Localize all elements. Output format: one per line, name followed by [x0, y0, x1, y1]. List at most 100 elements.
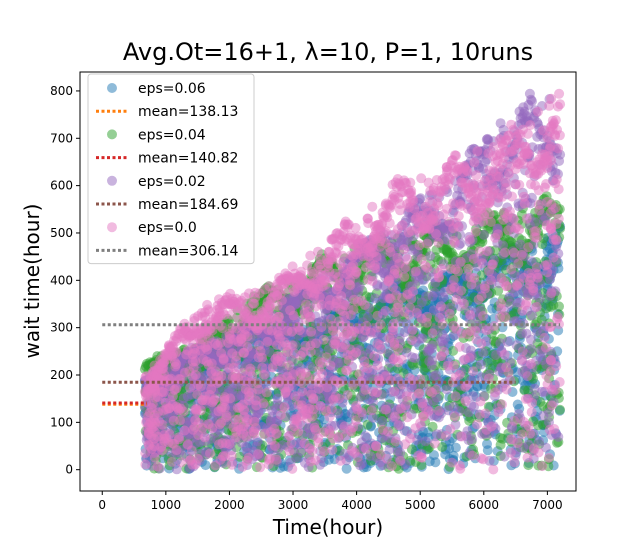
- scatter-point: [490, 387, 501, 398]
- scatter-point: [267, 405, 278, 416]
- scatter-point: [523, 242, 534, 253]
- scatter-point: [380, 305, 391, 316]
- scatter-point: [421, 291, 431, 302]
- scatter-point: [401, 347, 412, 358]
- scatter-point: [553, 184, 564, 195]
- scatter-point: [384, 444, 395, 455]
- scatter-point: [534, 436, 545, 447]
- scatter-point: [512, 297, 523, 308]
- scatter-point: [510, 179, 521, 190]
- scatter-point: [362, 419, 373, 430]
- scatter-point: [546, 400, 557, 411]
- scatter-point: [417, 333, 428, 344]
- scatter-point: [399, 244, 409, 255]
- scatter-point: [506, 264, 517, 275]
- scatter-point: [407, 375, 418, 385]
- scatter-point: [517, 346, 528, 357]
- scatter-point: [480, 283, 490, 294]
- scatter-point: [501, 384, 512, 395]
- scatter-point: [335, 357, 345, 368]
- scatter-point: [407, 324, 418, 335]
- scatter-point: [427, 421, 438, 432]
- scatter-point: [517, 328, 528, 339]
- scatter-point: [294, 325, 305, 336]
- scatter-point: [388, 325, 399, 336]
- scatter-point: [523, 460, 534, 471]
- scatter-point: [389, 229, 400, 240]
- scatter-point: [454, 369, 465, 380]
- scatter-point: [416, 460, 427, 470]
- scatter-point: [434, 405, 444, 416]
- scatter-point: [480, 156, 491, 167]
- scatter-point: [509, 415, 520, 426]
- scatter-point: [377, 416, 388, 426]
- scatter-point: [482, 445, 493, 456]
- scatter-point: [313, 246, 323, 257]
- scatter-point: [322, 382, 333, 393]
- scatter-point: [495, 439, 506, 450]
- scatter-point: [294, 376, 305, 387]
- scatter-point: [429, 450, 439, 461]
- scatter-point: [525, 359, 536, 369]
- scatter-point: [319, 446, 330, 457]
- scatter-point: [541, 442, 551, 453]
- scatter-point: [406, 444, 417, 455]
- scatter-point: [533, 420, 543, 431]
- scatter-point: [554, 301, 564, 312]
- scatter-point: [422, 346, 433, 357]
- scatter-point: [488, 464, 499, 475]
- scatter-point: [531, 326, 542, 337]
- scatter-point: [478, 347, 488, 358]
- scatter-point: [429, 438, 440, 449]
- scatter-point: [395, 455, 406, 466]
- scatter-point: [370, 293, 381, 304]
- scatter-point: [441, 384, 452, 395]
- scatter-point: [416, 173, 427, 184]
- scatter-point: [428, 371, 439, 382]
- scatter-point: [532, 106, 543, 117]
- scatter-point: [513, 258, 524, 269]
- scatter-point: [149, 452, 160, 463]
- scatter-point: [420, 436, 431, 447]
- scatter-point: [431, 429, 442, 440]
- scatter-point: [502, 336, 513, 347]
- scatter-point: [380, 404, 391, 415]
- scatter-point: [551, 174, 562, 185]
- scatter-point: [446, 457, 457, 468]
- scatter-point: [475, 359, 486, 370]
- scatter-point: [460, 396, 471, 407]
- scatter-point: [251, 409, 262, 420]
- scatter-point: [540, 342, 551, 353]
- scatter-point: [167, 456, 177, 467]
- scatter-point: [473, 294, 484, 305]
- scatter-point: [550, 384, 561, 395]
- scatter-point: [279, 402, 290, 413]
- scatter-point: [437, 442, 448, 452]
- scatter-point: [515, 239, 526, 250]
- scatter-point: [389, 386, 400, 397]
- scatter-point: [505, 447, 516, 458]
- chart-title: Avg.Ot=16+1, λ=10, P=1, 10runs: [123, 38, 533, 66]
- scatter-point: [341, 463, 352, 474]
- scatter-point: [255, 462, 266, 473]
- scatter-point: [301, 299, 311, 310]
- scatter-point: [335, 455, 346, 466]
- scatter-point: [367, 412, 378, 423]
- scatter-point: [152, 461, 163, 472]
- scatter-point: [548, 252, 559, 263]
- scatter-point: [277, 440, 288, 451]
- scatter-point: [539, 332, 550, 343]
- scatter-point: [185, 382, 196, 393]
- scatter-point: [441, 430, 451, 441]
- scatter-point: [305, 250, 316, 261]
- scatter-point: [507, 191, 517, 202]
- scatter-point: [371, 440, 382, 451]
- scatter-point: [351, 400, 362, 411]
- scatter-point: [182, 391, 193, 402]
- scatter-point: [546, 93, 557, 104]
- scatter-point: [555, 404, 565, 415]
- scatter-point: [486, 275, 496, 285]
- scatter-point: [424, 356, 435, 367]
- scatter-point: [525, 120, 536, 131]
